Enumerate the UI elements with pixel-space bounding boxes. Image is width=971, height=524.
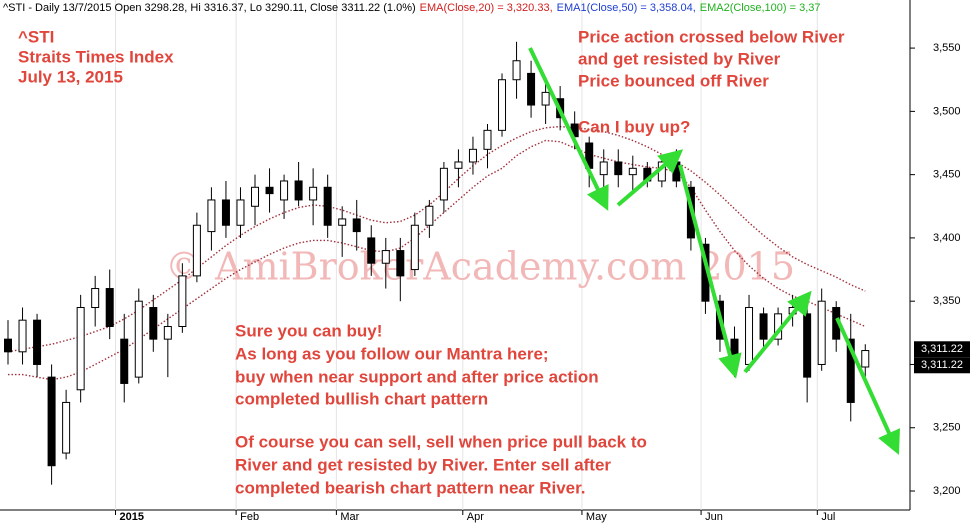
- candle-body: [192, 224, 201, 277]
- title: Straits Times Index: [18, 47, 174, 66]
- y-tick-label: 3,400: [933, 232, 961, 244]
- candle-body: [512, 60, 521, 81]
- annotation: Sure you can buy!: [235, 321, 382, 340]
- candle-body: [759, 313, 768, 340]
- grid: [115, 0, 818, 510]
- header: ^STI - Daily 13/7/2015 Open 3298.28, Hi …: [3, 2, 821, 14]
- y-tick-label: 3,500: [933, 105, 961, 117]
- candle-body: [62, 401, 71, 454]
- candle-body: [483, 129, 492, 150]
- header-ema50: EMA1(Close,50) = 3,358.04,: [557, 2, 696, 14]
- candle-body: [236, 199, 245, 226]
- arrow: [678, 164, 742, 379]
- candle-body: [76, 307, 85, 391]
- candle-body: [105, 288, 114, 328]
- y-tick-label: 3,250: [933, 422, 961, 434]
- candle-body: [149, 307, 158, 340]
- candle-body: [265, 186, 274, 195]
- candle-body: [454, 161, 463, 169]
- ema-line: [7, 125, 866, 353]
- price-box: [914, 341, 970, 358]
- arrows: [528, 47, 900, 455]
- candle-body: [468, 148, 477, 163]
- candle-body: [163, 326, 172, 340]
- arrow: [528, 47, 609, 211]
- watermark: © AmiBrokerAcademy.com 2015: [165, 245, 795, 289]
- candle-body: [294, 180, 303, 201]
- candle-body: [628, 167, 637, 176]
- candle-body: [745, 307, 754, 365]
- candle-body: [207, 199, 216, 233]
- candle-body: [33, 319, 42, 365]
- arrow: [743, 290, 812, 374]
- y-tick-label: 3,550: [933, 42, 961, 54]
- candle-body: [599, 161, 608, 176]
- candle-body: [817, 300, 826, 365]
- x-tick-label: Jun: [705, 511, 723, 523]
- y-tick-label: 3,350: [933, 295, 961, 307]
- candle-body: [91, 288, 100, 309]
- y-tick-label: 3,200: [933, 485, 961, 497]
- header-ema20: EMA(Close,20) = 3,320.33,: [420, 2, 553, 14]
- x-tick-label: 2015: [120, 511, 144, 523]
- title: ^STI: [18, 27, 54, 46]
- annotation: buy when near support and after price ac…: [235, 367, 599, 386]
- candle-body: [47, 376, 56, 467]
- candle-body: [425, 205, 434, 226]
- annotation: Of course you can sell, sell when price …: [235, 432, 647, 451]
- annotation: and get resisted by River: [578, 49, 781, 68]
- annotation: Can I buy up?: [578, 117, 690, 136]
- x-tick-label: Feb: [240, 511, 259, 523]
- arrow: [835, 317, 900, 455]
- candle-body: [221, 199, 230, 226]
- candle-body: [803, 313, 812, 378]
- x-tick-label: Mar: [340, 511, 359, 523]
- arrow: [616, 149, 684, 207]
- annotation: completed bearish chart pattern near Riv…: [235, 478, 586, 497]
- header-quote: ^STI - Daily 13/7/2015 Open 3298.28, Hi …: [3, 2, 416, 14]
- candle-body: [18, 319, 27, 353]
- x-tick-label: Jul: [821, 511, 835, 523]
- candle-body: [614, 161, 623, 176]
- plot: [4, 41, 870, 485]
- header-ema100: EMA2(Close,100) = 3,37: [700, 2, 821, 14]
- candle-body: [134, 300, 143, 378]
- candle-body: [120, 338, 129, 384]
- x-tick-label: Apr: [467, 511, 484, 523]
- candle-body: [439, 167, 448, 201]
- candle-body: [323, 186, 332, 226]
- candle-body: [527, 72, 536, 106]
- annotation: River and get resisted by River. Enter s…: [235, 455, 611, 474]
- candle-body: [178, 275, 187, 328]
- x-tick-label: May: [586, 511, 607, 523]
- candle-body: [861, 350, 870, 368]
- candle-body: [4, 338, 12, 353]
- y-tick-label: 3,450: [933, 169, 961, 181]
- title: July 13, 2015: [18, 67, 123, 86]
- annotation: Price action crossed below River: [578, 27, 845, 46]
- candle-body: [672, 161, 681, 182]
- annotation: completed bullish chart pattern: [235, 389, 488, 408]
- ema-line: [8, 139, 866, 381]
- candle-body: [280, 180, 289, 201]
- candle-body: [309, 186, 318, 201]
- candle-body: [367, 237, 376, 264]
- candle-body: [846, 338, 855, 403]
- candle-body: [381, 250, 390, 264]
- price-label: 3,311.22: [921, 343, 963, 355]
- annotation: Price bounced off River: [578, 71, 769, 90]
- annotation: As long as you follow our Mantra here;: [235, 344, 549, 363]
- candle-body: [410, 224, 419, 271]
- price-label: 3,311.22: [921, 359, 963, 371]
- candle-body: [352, 218, 361, 233]
- candle-body: [338, 218, 347, 226]
- candle-body: [251, 186, 260, 207]
- candle-body: [396, 250, 405, 277]
- candle-body: [498, 79, 507, 131]
- candle-body: [541, 91, 550, 106]
- price-box: [914, 357, 970, 374]
